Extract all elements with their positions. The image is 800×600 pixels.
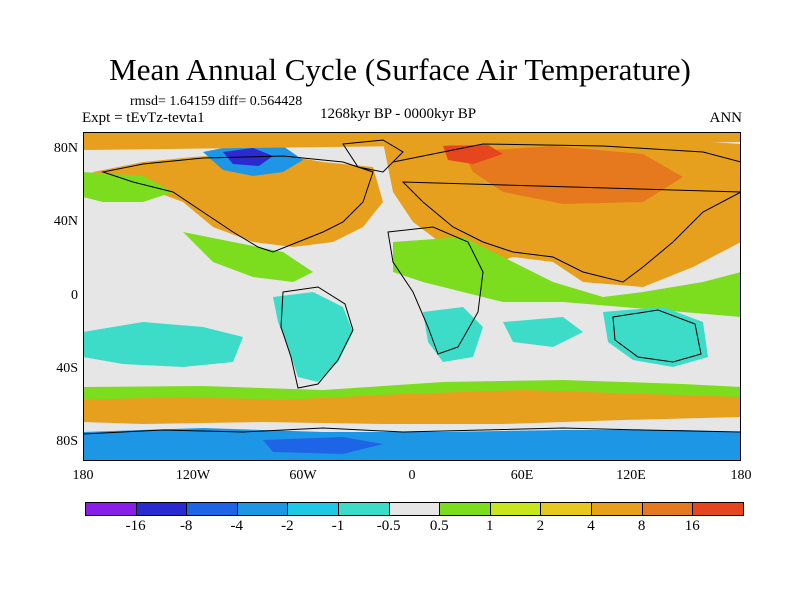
x-tick-label: 60W xyxy=(289,468,317,483)
atlantic-green xyxy=(183,232,313,282)
colorbar-box xyxy=(439,502,491,516)
colorbar-box xyxy=(236,502,289,516)
colorbar-box xyxy=(641,502,694,516)
australia-cool-field xyxy=(603,307,708,367)
colorbar-label: -0.5 xyxy=(376,518,401,534)
colorbar-label: 4 xyxy=(587,518,595,534)
north-pacific-green xyxy=(83,172,173,202)
colorbar-box xyxy=(135,502,188,516)
x-tick-label: 120W xyxy=(175,468,211,483)
colorbar-box xyxy=(692,502,744,516)
y-tick-label: 80S xyxy=(56,434,78,449)
eurasia-hot-core xyxy=(463,146,683,204)
colorbar-label: -1 xyxy=(331,518,345,534)
southern-ocean-green-edge xyxy=(83,380,741,400)
north-america-warm-field xyxy=(93,152,383,247)
period-label: 1268kyr BP - 0000kyr BP xyxy=(320,106,477,122)
indian-ocean-cool-field xyxy=(503,317,583,347)
map-frame xyxy=(83,132,741,461)
colorbar-label: 8 xyxy=(637,518,646,534)
arctic-warm-band xyxy=(83,132,741,150)
colorbar-label: 16 xyxy=(684,518,700,534)
rmsd-diff-stats: rmsd= 1.64159 diff= 0.564428 xyxy=(130,94,303,109)
siberia-hot-spot xyxy=(443,142,503,164)
colorbar-box xyxy=(540,502,592,516)
antarctica-cool-field xyxy=(83,428,741,461)
colorbar-box xyxy=(591,502,643,516)
coastlines xyxy=(83,139,741,435)
temperature-anomaly-map xyxy=(83,132,741,461)
x-tick-label: 120E xyxy=(616,468,646,483)
antarctica-cold-core xyxy=(263,437,383,454)
south-pacific-cool-field xyxy=(83,322,243,367)
colorbar-label: 1 xyxy=(486,518,494,534)
colorbar-label: -8 xyxy=(179,518,193,534)
y-tick-label: 80N xyxy=(53,141,78,156)
africa-coast xyxy=(387,226,484,355)
colorbar-label: -4 xyxy=(230,518,244,534)
south-america-cool-field xyxy=(273,292,353,382)
eurasia-coast xyxy=(392,143,741,283)
season-label: ANN xyxy=(709,110,743,126)
figure-title: Mean Annual Cycle (Surface Air Temperatu… xyxy=(109,52,691,87)
colorbar-label: 2 xyxy=(536,518,545,534)
colorbar-label: -2 xyxy=(281,518,294,534)
south-america-coast xyxy=(280,286,354,389)
colorbar-label: 0.5 xyxy=(429,518,449,534)
antarctica-coast xyxy=(83,427,741,435)
y-tick-label: 0 xyxy=(71,288,78,303)
north-america-coast xyxy=(101,155,374,253)
colorbar-box xyxy=(388,502,441,516)
x-tick-label: 180 xyxy=(72,468,94,483)
southern-ocean-warm-belt xyxy=(83,387,741,424)
colorbar-box xyxy=(85,502,137,516)
experiment-label: Expt = tEvTz-tevta1 xyxy=(82,110,205,126)
x-tick-label: 60E xyxy=(510,468,534,483)
y-tick-label: 40S xyxy=(56,361,78,376)
colorbar-box xyxy=(338,502,390,516)
southern-africa-cool-field xyxy=(423,307,483,362)
y-tick-label: 40N xyxy=(53,214,78,229)
x-tick-label: 0 xyxy=(408,468,416,483)
colorbar-box xyxy=(186,502,238,516)
colorbar-label: -16 xyxy=(125,518,146,534)
tropical-africa-green xyxy=(393,237,741,317)
australia-coast xyxy=(612,309,702,363)
map-svg xyxy=(83,132,741,461)
colorbar-box xyxy=(489,502,542,516)
x-tick-label: 180 xyxy=(730,468,752,483)
colorbar-box xyxy=(287,502,339,516)
